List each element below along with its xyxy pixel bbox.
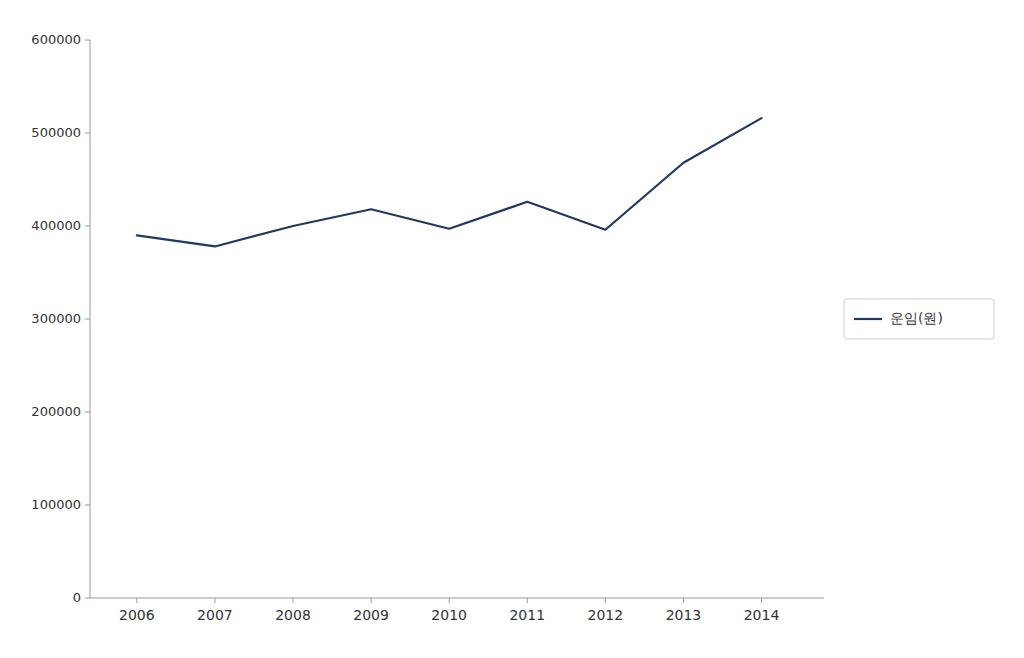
x-tick-label: 2012 bbox=[588, 607, 624, 623]
y-tick-label: 500000 bbox=[31, 125, 81, 140]
series-line bbox=[137, 118, 762, 246]
y-tick bbox=[85, 40, 90, 41]
x-tick bbox=[449, 598, 450, 603]
y-tick-label: 400000 bbox=[31, 218, 81, 233]
x-tick bbox=[761, 598, 762, 603]
x-tick bbox=[214, 598, 215, 603]
chart-svg: 0 100000 200000 300000 400000 500000 600000 200… bbox=[0, 0, 1024, 658]
y-tick bbox=[85, 505, 90, 506]
x-tick bbox=[371, 598, 372, 603]
y-tick bbox=[85, 412, 90, 413]
x-tick bbox=[527, 598, 528, 603]
y-tick-label: 300000 bbox=[31, 311, 81, 326]
y-tick bbox=[85, 133, 90, 134]
y-tick-label: 100000 bbox=[31, 497, 81, 512]
y-tick bbox=[85, 598, 90, 599]
chart-container: 0 100000 200000 300000 400000 500000 600000 200… bbox=[0, 0, 1024, 658]
legend: 운임(원) bbox=[844, 299, 994, 339]
y-tick bbox=[85, 319, 90, 320]
axes: 0 100000 200000 300000 400000 500000 600000 200… bbox=[31, 32, 824, 624]
y-tick-label: 0 bbox=[73, 590, 81, 605]
legend-swatch bbox=[854, 318, 882, 320]
x-axis-line bbox=[90, 598, 824, 599]
x-tick-label: 2008 bbox=[275, 607, 311, 623]
x-tick bbox=[293, 598, 294, 603]
y-tick-label: 600000 bbox=[31, 32, 81, 47]
x-tick-label: 2011 bbox=[509, 607, 545, 623]
x-tick bbox=[605, 598, 606, 603]
plot-area bbox=[137, 118, 762, 246]
x-tick bbox=[683, 598, 684, 603]
x-tick-label: 2010 bbox=[431, 607, 467, 623]
x-tick-label: 2014 bbox=[744, 607, 780, 623]
x-tick-label: 2007 bbox=[197, 607, 233, 623]
x-tick-label: 2013 bbox=[666, 607, 702, 623]
x-tick-label: 2006 bbox=[119, 607, 155, 623]
y-tick-label: 200000 bbox=[31, 404, 81, 419]
x-tick-label: 2009 bbox=[353, 607, 389, 623]
legend-label: 운임(원) bbox=[890, 310, 943, 326]
x-tick bbox=[136, 598, 137, 603]
y-tick bbox=[85, 226, 90, 227]
legend-box bbox=[844, 299, 994, 339]
